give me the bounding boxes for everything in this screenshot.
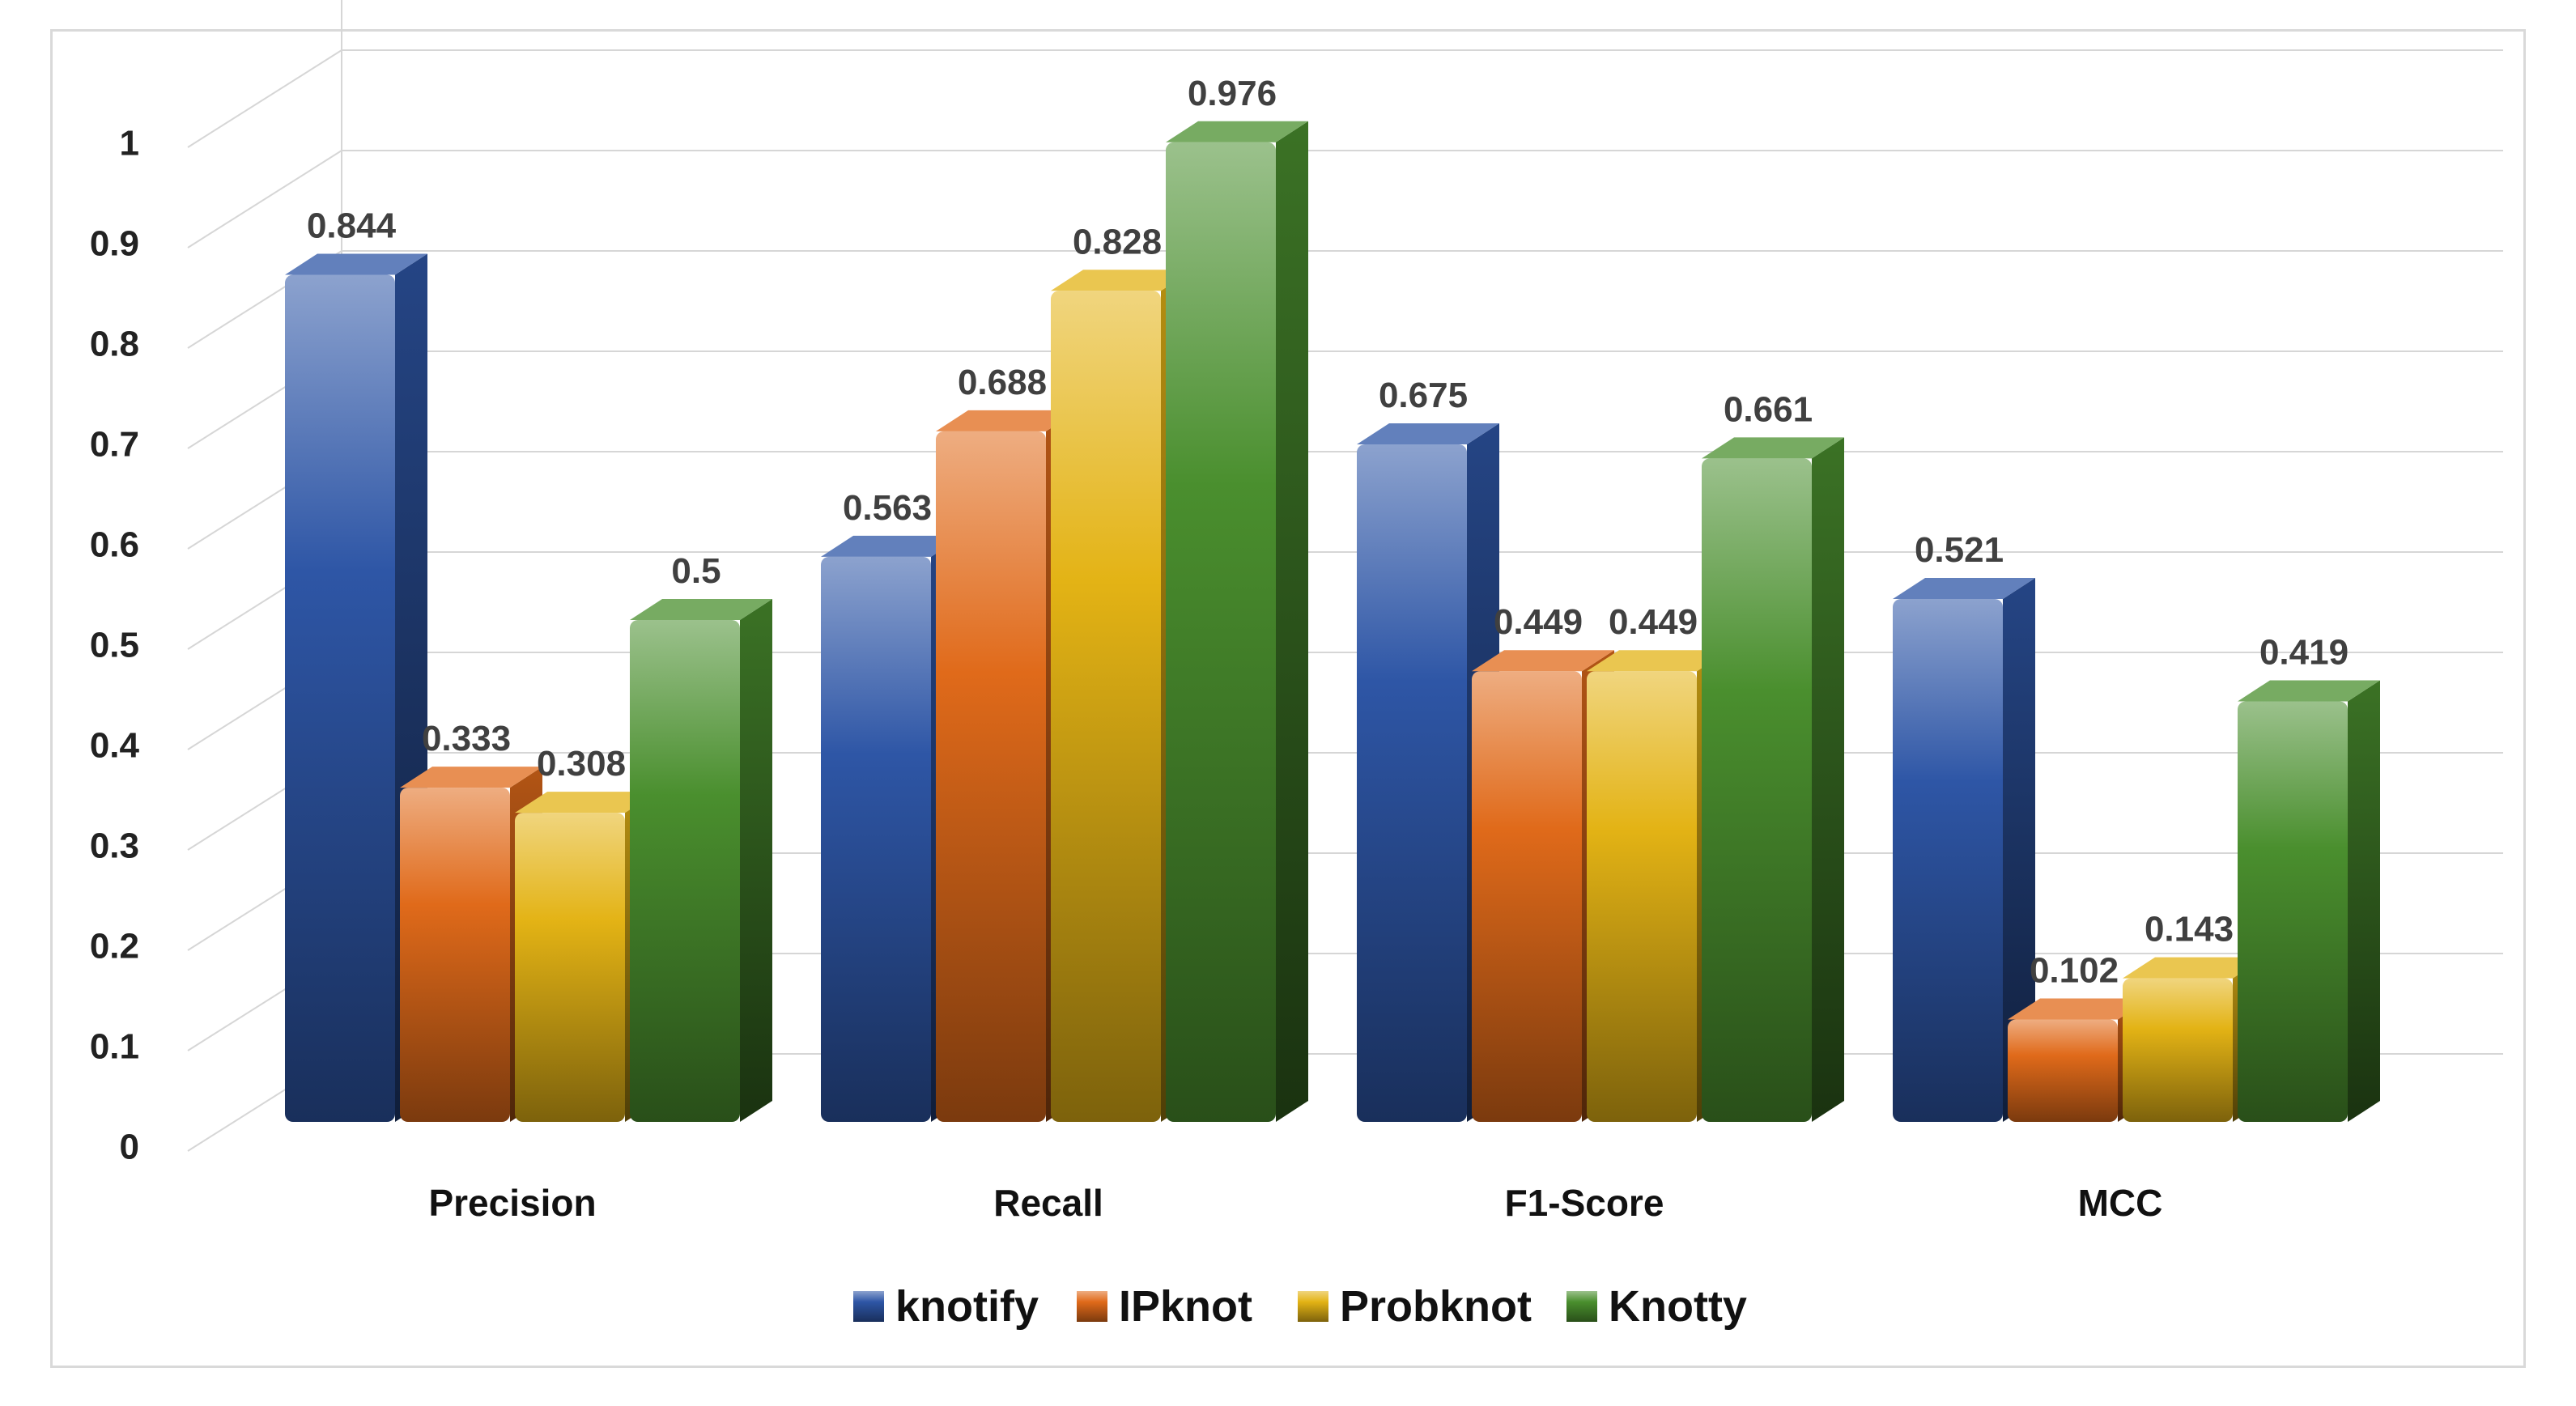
data-label: 0.5 (671, 551, 721, 591)
data-label: 0.333 (422, 719, 511, 758)
data-label: 0.419 (2259, 632, 2349, 672)
legend-label: knotify (895, 1282, 1039, 1331)
legend: knotify IPknot Probknot Knotty (853, 1282, 1747, 1331)
y-tick-label: 0 (120, 1128, 139, 1167)
bar-Knotty-F1-Score (1702, 437, 1844, 1122)
x-category-label: Recall (993, 1182, 1103, 1224)
x-category-label: F1-Score (1505, 1182, 1664, 1224)
legend-item-Knotty: Knotty (1566, 1282, 1747, 1331)
y-tick-label: 0.5 (90, 626, 139, 665)
x-category-label: Precision (428, 1182, 596, 1224)
legend-label: Probknot (1340, 1282, 1532, 1331)
y-tick-label: 0.6 (90, 525, 139, 565)
data-label: 0.563 (843, 488, 932, 528)
y-tick-label: 0.3 (90, 826, 139, 866)
data-label: 0.521 (1915, 530, 2004, 570)
legend-swatch (1298, 1291, 1328, 1322)
data-labels: 0.844 0.333 0.308 0.5 0.563 0.688 0.828 0.976 0.… (307, 74, 2349, 991)
gridline-wall (187, 150, 342, 248)
data-label: 0.449 (1494, 602, 1583, 642)
legend-swatch (853, 1291, 884, 1322)
y-tick-label: 0.2 (90, 927, 139, 966)
bar-Knotty-Recall (1166, 121, 1308, 1122)
legend-item-IPknot: IPknot (1077, 1282, 1252, 1331)
data-label: 0.102 (2030, 951, 2119, 991)
bars (285, 121, 2380, 1123)
data-label: 0.976 (1188, 74, 1277, 113)
data-label: 0.844 (307, 206, 397, 245)
legend-swatch (1077, 1291, 1107, 1322)
data-label: 0.308 (537, 744, 626, 784)
gridline-wall (187, 49, 342, 148)
x-category-label: MCC (2078, 1182, 2163, 1224)
legend-label: Knotty (1609, 1282, 1747, 1331)
data-label: 0.661 (1724, 389, 1813, 429)
legend-swatch (1566, 1291, 1597, 1322)
bar-Knotty-MCC (2238, 680, 2380, 1122)
y-tick-label: 0.4 (90, 726, 140, 766)
y-axis-ticks: 0 0.1 0.2 0.3 0.4 0.5 0.6 0.7 0.8 0.9 1 (90, 124, 140, 1167)
legend-label: IPknot (1119, 1282, 1252, 1331)
y-tick-label: 0.9 (90, 224, 139, 264)
legend-item-knotify: knotify (853, 1282, 1039, 1331)
data-label: 0.688 (958, 363, 1047, 402)
bar-Knotty-Precision (630, 599, 772, 1122)
data-label: 0.143 (2145, 910, 2234, 949)
y-tick-label: 1 (120, 124, 139, 164)
y-tick-label: 0.1 (90, 1027, 139, 1067)
data-label: 0.449 (1609, 602, 1698, 642)
data-label: 0.828 (1073, 222, 1162, 261)
y-tick-label: 0.7 (90, 425, 139, 465)
x-axis-categories: Precision Recall F1-Score MCC (428, 1182, 2162, 1224)
y-tick-label: 0.8 (90, 325, 139, 364)
bar-knotify-MCC (1893, 577, 2035, 1122)
legend-item-Probknot: Probknot (1298, 1282, 1532, 1331)
data-label: 0.675 (1379, 376, 1468, 415)
